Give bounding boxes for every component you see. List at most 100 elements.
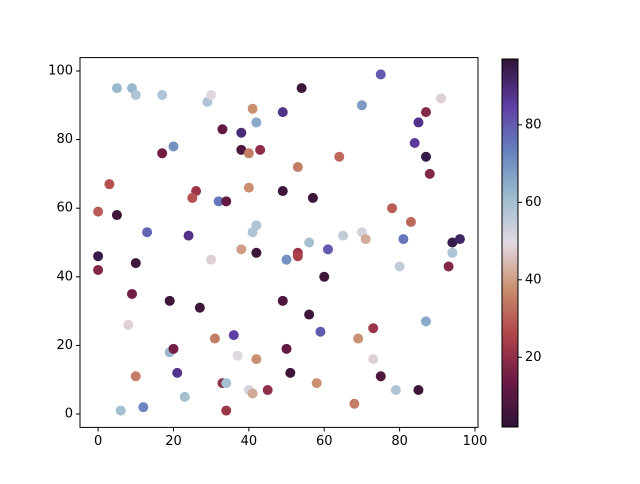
point — [236, 127, 247, 138]
point — [285, 367, 296, 378]
point — [172, 367, 183, 378]
point — [304, 237, 315, 248]
point — [251, 354, 262, 365]
point — [243, 182, 254, 193]
point — [304, 309, 315, 320]
colorbar-tick-label: 40 — [525, 272, 542, 287]
point — [443, 261, 454, 272]
point — [447, 237, 458, 248]
point — [319, 271, 330, 282]
axes-frame — [79, 57, 479, 428]
point — [277, 186, 288, 197]
point — [454, 234, 465, 245]
point — [209, 333, 220, 344]
point — [360, 234, 371, 245]
y-tick-label: 80 — [56, 132, 73, 147]
point — [236, 144, 247, 155]
point — [277, 295, 288, 306]
colorbar-tick-label: 60 — [525, 195, 542, 210]
x-tick-label: 20 — [165, 434, 182, 449]
point — [221, 378, 232, 389]
point — [292, 162, 303, 173]
point — [142, 227, 153, 238]
x-tick-label: 60 — [316, 434, 333, 449]
point — [398, 234, 409, 245]
point — [405, 216, 416, 227]
point — [420, 151, 431, 162]
point — [111, 210, 122, 221]
point — [194, 302, 205, 313]
point — [183, 230, 194, 241]
point — [420, 107, 431, 118]
point — [390, 385, 401, 396]
point — [281, 254, 292, 265]
point — [127, 288, 138, 299]
point — [221, 405, 232, 416]
point — [387, 203, 398, 214]
point — [213, 196, 224, 207]
colorbar-tick-label: 80 — [525, 117, 542, 132]
point — [104, 179, 115, 190]
point — [353, 333, 364, 344]
point — [168, 141, 179, 152]
point — [375, 371, 386, 382]
point — [164, 295, 175, 306]
point — [311, 378, 322, 389]
point — [296, 83, 307, 94]
point — [217, 124, 228, 135]
point — [281, 343, 292, 354]
point — [111, 83, 122, 94]
point — [179, 391, 190, 402]
point — [138, 402, 149, 413]
y-tick-label: 20 — [56, 338, 73, 353]
point — [262, 385, 273, 396]
colorbar — [501, 58, 519, 428]
point — [338, 230, 349, 241]
point — [130, 258, 141, 269]
point — [307, 192, 318, 203]
point — [349, 398, 360, 409]
point — [368, 323, 379, 334]
point — [206, 254, 217, 265]
point — [130, 371, 141, 382]
point — [247, 227, 258, 238]
point — [420, 316, 431, 327]
point — [375, 69, 386, 80]
point — [206, 89, 217, 100]
point — [243, 148, 254, 159]
x-tick-label: 80 — [391, 434, 408, 449]
point — [436, 93, 447, 104]
point — [157, 148, 168, 159]
point — [247, 388, 258, 399]
point — [236, 244, 247, 255]
point — [447, 247, 458, 258]
point — [277, 107, 288, 118]
point — [130, 89, 141, 100]
point — [413, 385, 424, 396]
x-tick-label: 100 — [463, 434, 488, 449]
point — [251, 117, 262, 128]
point — [292, 251, 303, 262]
point — [413, 117, 424, 128]
point — [221, 196, 232, 207]
point — [409, 138, 420, 149]
point — [394, 261, 405, 272]
y-tick-label: 100 — [48, 63, 73, 78]
point — [247, 103, 258, 114]
point — [232, 350, 243, 361]
colorbar-tick-label: 20 — [525, 350, 542, 365]
point — [115, 405, 126, 416]
point — [93, 251, 104, 262]
point — [228, 330, 239, 341]
point — [93, 264, 104, 275]
point — [334, 151, 345, 162]
point — [322, 244, 333, 255]
point — [168, 343, 179, 354]
y-tick-label: 40 — [56, 269, 73, 284]
point — [251, 247, 262, 258]
x-tick-label: 0 — [94, 434, 102, 449]
y-tick-label: 60 — [56, 201, 73, 216]
point — [356, 100, 367, 111]
point — [187, 192, 198, 203]
